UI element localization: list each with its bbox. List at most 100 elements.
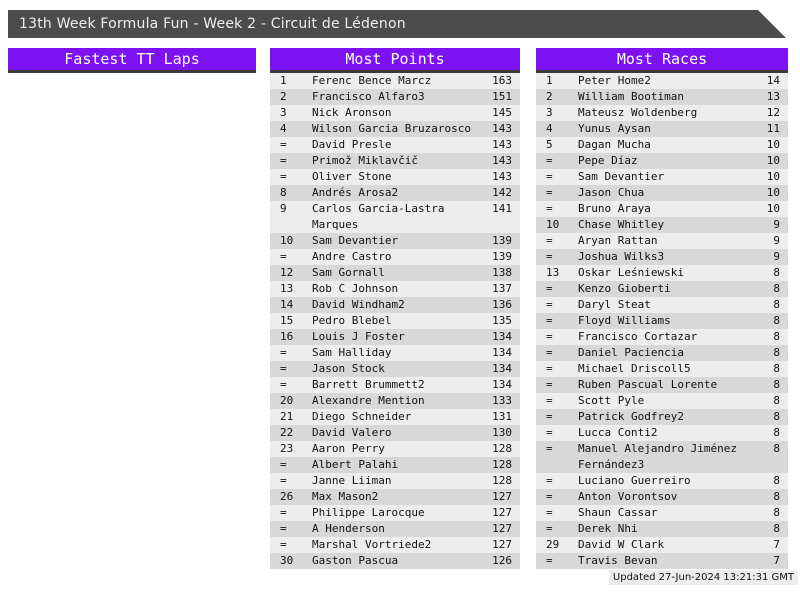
rank-cell: 10 <box>280 234 294 247</box>
value-cell: 126 <box>492 554 512 567</box>
driver-name: Ferenc Bence Marcz <box>312 74 432 87</box>
value-cell: 9 <box>773 218 780 231</box>
rank-cell: 21 <box>280 410 294 423</box>
leaderboard-row: 29 David W Clark 7 <box>536 537 788 553</box>
leaderboard-row: = Sam Halliday 134 <box>270 345 520 361</box>
rank-cell: 23 <box>280 442 294 455</box>
rank-cell: = <box>546 282 553 295</box>
driver-name: Alexandre Mention <box>312 394 425 407</box>
value-cell: 10 <box>766 186 780 199</box>
leaderboard-row: = Derek Nhi 8 <box>536 521 788 537</box>
driver-name: Daryl Steat <box>578 298 651 311</box>
column-header-most-races: Most Races <box>536 48 788 73</box>
leaderboard-row: = Patrick Godfrey2 8 <box>536 409 788 425</box>
leaderboard-row: 3 Mateusz Woldenberg 12 <box>536 105 788 121</box>
driver-name: Primož Miklavčič <box>312 154 418 167</box>
leaderboard-row: = Andre Castro 139 <box>270 249 520 265</box>
leaderboard-row: = Barrett Brummett2 134 <box>270 377 520 393</box>
leaderboard-row: 16 Louis J Foster 134 <box>270 329 520 345</box>
driver-name: Shaun Cassar <box>578 506 658 519</box>
driver-name: Bruno Araya <box>578 202 651 215</box>
value-cell: 8 <box>773 474 780 487</box>
value-cell: 138 <box>492 266 512 279</box>
rank-cell: 8 <box>280 186 287 199</box>
value-cell: 143 <box>492 138 512 151</box>
rank-cell: 4 <box>280 122 287 135</box>
leaderboard-row: = Ruben Pascual Lorente 8 <box>536 377 788 393</box>
driver-name: Aaron Perry <box>312 442 385 455</box>
rank-cell: = <box>280 138 287 151</box>
value-cell: 8 <box>773 346 780 359</box>
rank-cell: = <box>546 346 553 359</box>
rank-cell: = <box>546 474 553 487</box>
value-cell: 142 <box>492 186 512 199</box>
driver-name: Andre Castro <box>312 250 392 263</box>
value-cell: 8 <box>773 522 780 535</box>
leaderboard-row: 1 Ferenc Bence Marcz 163 <box>270 73 520 89</box>
leaderboard-row: 10 Chase Whitley 9 <box>536 217 788 233</box>
driver-name: Carlos Garcia-Lastra Marques <box>312 202 445 231</box>
driver-name: Mateusz Woldenberg <box>578 106 698 119</box>
value-cell: 10 <box>766 138 780 151</box>
value-cell: 143 <box>492 170 512 183</box>
driver-name: Travis Bevan <box>578 554 658 567</box>
rank-cell: = <box>280 154 287 167</box>
rank-cell: = <box>546 394 553 407</box>
leaderboard-row: 21 Diego Schneider 131 <box>270 409 520 425</box>
driver-name: Scott Pyle <box>578 394 645 407</box>
rank-cell: = <box>280 522 287 535</box>
driver-name: Wilson Garcia Bruzarosco <box>312 122 471 135</box>
value-cell: 131 <box>492 410 512 423</box>
leaderboard-row: 23 Aaron Perry 128 <box>270 441 520 457</box>
leaderboard-row: = Philippe Larocque 127 <box>270 505 520 521</box>
driver-name: Peter Home2 <box>578 74 651 87</box>
rank-cell: 20 <box>280 394 294 407</box>
value-cell: 128 <box>492 474 512 487</box>
leaderboard-row: = Joshua Wilks3 9 <box>536 249 788 265</box>
value-cell: 9 <box>773 234 780 247</box>
leaderboard-row: 13 Oskar Leśniewski 8 <box>536 265 788 281</box>
rank-cell: 13 <box>280 282 294 295</box>
leaderboard-row: = Aryan Rattan 9 <box>536 233 788 249</box>
driver-name: Chase Whitley <box>578 218 665 231</box>
value-cell: 137 <box>492 282 512 295</box>
value-cell: 8 <box>773 330 780 343</box>
driver-name: Derek Nhi <box>578 522 638 535</box>
value-cell: 127 <box>492 538 512 551</box>
value-cell: 135 <box>492 314 512 327</box>
driver-name: Louis J Foster <box>312 330 405 343</box>
value-cell: 163 <box>492 74 512 87</box>
rank-cell: 16 <box>280 330 294 343</box>
rank-cell: = <box>280 346 287 359</box>
leaderboard-row: 20 Alexandre Mention 133 <box>270 393 520 409</box>
value-cell: 130 <box>492 426 512 439</box>
rank-cell: 2 <box>546 90 553 103</box>
leaderboard-column-most-points: Most Points 1 Ferenc Bence Marcz 163 2 Franc… <box>270 48 520 569</box>
value-cell: 139 <box>492 234 512 247</box>
leaderboard-row: = Kenzo Gioberti 8 <box>536 281 788 297</box>
value-cell: 10 <box>766 154 780 167</box>
leaderboard-row: 9 Carlos Garcia-Lastra Marques 141 <box>270 201 520 233</box>
driver-name: Luciano Guerreiro <box>578 474 691 487</box>
rank-cell: 30 <box>280 554 294 567</box>
value-cell: 8 <box>773 426 780 439</box>
rank-cell: 1 <box>280 74 287 87</box>
value-cell: 10 <box>766 170 780 183</box>
value-cell: 133 <box>492 394 512 407</box>
rank-cell: = <box>280 506 287 519</box>
rank-cell: 9 <box>280 202 287 215</box>
driver-name: Francisco Alfaro3 <box>312 90 425 103</box>
driver-name: Floyd Williams <box>578 314 671 327</box>
value-cell: 139 <box>492 250 512 263</box>
driver-name: Max Mason2 <box>312 490 379 503</box>
leaderboard-row: = Francisco Cortazar 8 <box>536 329 788 345</box>
leaderboard-row: 14 David Windham2 136 <box>270 297 520 313</box>
rank-cell: = <box>280 170 287 183</box>
column-header-most-points: Most Points <box>270 48 520 73</box>
leaderboard-row: 13 Rob C Johnson 137 <box>270 281 520 297</box>
value-cell: 8 <box>773 314 780 327</box>
rank-cell: 10 <box>546 218 560 231</box>
leaderboard-row: 1 Peter Home2 14 <box>536 73 788 89</box>
value-cell: 134 <box>492 330 512 343</box>
driver-name: Anton Vorontsov <box>578 490 678 503</box>
